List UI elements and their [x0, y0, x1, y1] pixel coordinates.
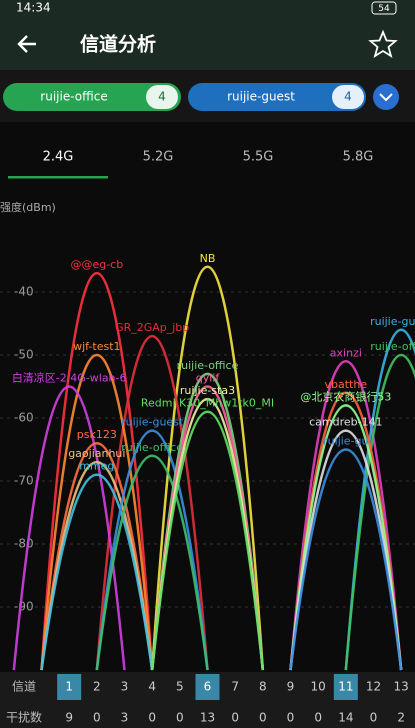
y-tick-label: -50 [14, 348, 34, 362]
chip-count: 4 [344, 90, 352, 104]
y-tick-label: -80 [14, 537, 34, 551]
channel-number: 13 [394, 680, 409, 694]
y-tick-label: -60 [14, 411, 34, 425]
app-title: 信道分析 [80, 33, 156, 56]
top-bar-bg [0, 0, 415, 70]
signal-curve [150, 410, 265, 671]
channel-number: 7 [231, 680, 239, 694]
signal-curve [40, 271, 154, 671]
network-label: ruijie-office [370, 340, 415, 353]
network-label: psk123 [77, 428, 117, 441]
battery-level: 54 [378, 4, 390, 14]
channel-highlight [195, 674, 220, 700]
interference-count: 14 [338, 711, 353, 725]
network-label: mmeg [79, 460, 114, 473]
battery-icon [371, 1, 397, 15]
interference-row-label: 干扰数 [6, 710, 42, 725]
interference-count: 0 [287, 711, 295, 725]
signal-curve [150, 265, 265, 671]
network-label: wjf-test1 [73, 340, 120, 353]
signal-curve [344, 328, 415, 671]
network-label: axinzi [330, 346, 362, 359]
signal-curve [289, 404, 403, 671]
channel-number: 3 [121, 680, 129, 694]
channel-number: 11 [338, 680, 353, 694]
channel-number: 2 [93, 680, 101, 694]
channel-number: 4 [148, 680, 156, 694]
y-tick-label: -70 [14, 474, 34, 488]
signal-curve [289, 360, 403, 671]
chip-badge [332, 85, 364, 109]
y-tick-label: -90 [14, 600, 34, 614]
interference-count: 0 [93, 711, 101, 725]
network-label: GR_2GAp_jbp [115, 321, 189, 334]
channel-number: 9 [287, 680, 295, 694]
channel-highlight [57, 674, 82, 700]
tab[interactable]: 5.8G [343, 150, 374, 165]
network-label: NB [200, 252, 216, 265]
channel-number: 1 [65, 680, 73, 694]
signal-curve [289, 429, 403, 671]
status-time: 14:34 [16, 1, 51, 15]
interference-count: 0 [314, 711, 322, 725]
back-button[interactable] [17, 35, 36, 53]
network-label: Redmi K30_Mhw1tk0_MI [141, 397, 274, 410]
tab[interactable]: 2.4G [43, 150, 74, 165]
network-label: ruijie-gu [323, 435, 368, 448]
network-label: gaojianhui [68, 447, 125, 460]
channel-number: 8 [259, 680, 267, 694]
signal-curve [289, 448, 403, 671]
signal-curve [95, 429, 209, 671]
channel-number: 10 [311, 680, 326, 694]
tab-indicator [8, 176, 108, 179]
channel-number: 6 [204, 680, 212, 694]
signal-curve [40, 353, 154, 671]
tab[interactable]: 5.5G [243, 150, 274, 165]
dropdown-button[interactable] [373, 84, 399, 110]
chip[interactable] [3, 83, 181, 111]
y-tick-label: -40 [14, 285, 34, 299]
chip-badge [146, 85, 178, 109]
interference-count: 0 [259, 711, 267, 725]
signal-curve [95, 454, 209, 671]
interference-count: 2 [397, 711, 405, 725]
channel-highlight [333, 674, 358, 700]
network-label: camdreb-141 [309, 416, 382, 429]
network-label: ruijie-sta3 [180, 384, 235, 397]
signal-curve [95, 335, 209, 671]
channel-number: 12 [366, 680, 381, 694]
interference-count: 3 [121, 711, 129, 725]
interference-count: 0 [176, 711, 184, 725]
network-label: qylif [196, 372, 221, 385]
network-label: ruijie-guest [370, 315, 415, 328]
chip-label: ruijie-guest [227, 90, 295, 104]
network-label: vbatthe [325, 378, 368, 391]
network-label: ruijie-office [177, 359, 239, 372]
channel-number: 5 [176, 680, 184, 694]
interference-count: 0 [370, 711, 378, 725]
tab[interactable]: 5.2G [143, 150, 174, 165]
interference-count: 9 [65, 711, 73, 725]
signal-curve [40, 473, 154, 671]
chip[interactable] [188, 83, 366, 111]
network-label: ruijie-guest [121, 416, 184, 429]
network-label: @@eg-cb [70, 258, 123, 271]
y-axis-label: 强度(dBm) [0, 200, 56, 214]
favorite-button[interactable] [368, 29, 398, 58]
signal-curve [344, 353, 415, 671]
interference-count: 13 [200, 711, 215, 725]
dropdown-chevron [379, 93, 393, 102]
chip-count: 4 [158, 90, 166, 104]
interference-count: 0 [231, 711, 239, 725]
network-label: ruijie-office [121, 441, 183, 454]
network-label: 白清凉区-2.4G-wlan-6 [12, 371, 127, 385]
channel-row-label: 信道 [12, 680, 36, 694]
interference-count: 0 [148, 711, 156, 725]
chip-label: ruijie-office [40, 90, 107, 104]
signal-curve [12, 385, 126, 671]
signal-curve [40, 442, 154, 671]
network-label: @北京农商银行53 [300, 389, 391, 403]
